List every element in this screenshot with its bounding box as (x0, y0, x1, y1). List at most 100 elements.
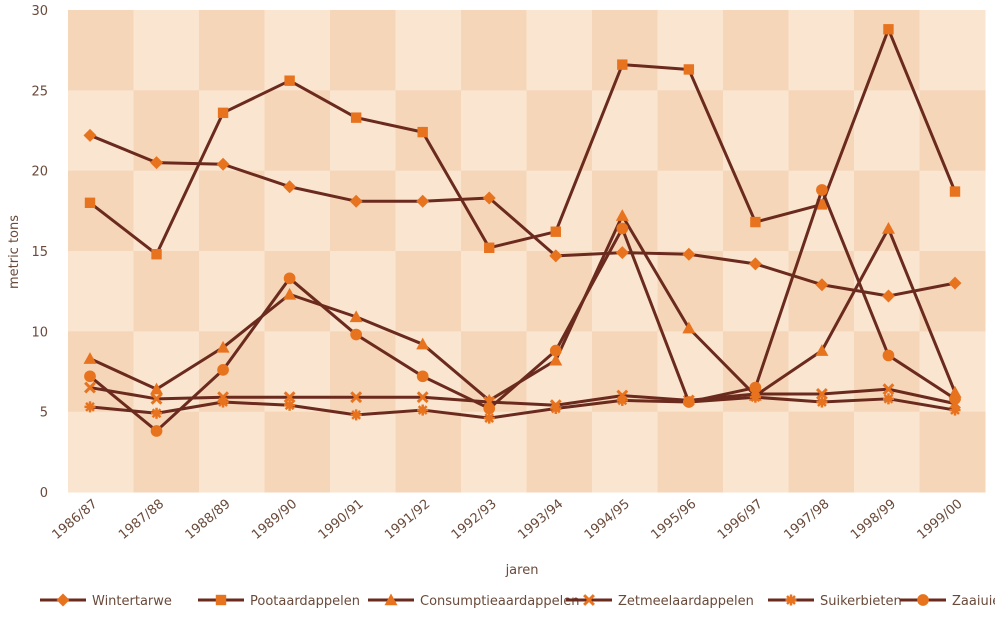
y-tick-label: 20 (31, 165, 48, 180)
background-cell (133, 90, 200, 172)
data-point-consumptieaardappelen (83, 352, 97, 364)
data-point-zaaiuien (416, 370, 429, 383)
background-cell (592, 90, 658, 172)
legend-item-consumptieaardappelen: Consumptieaardappelen (368, 593, 580, 609)
data-point-zaaiuien (949, 392, 961, 405)
background-cell (788, 411, 855, 493)
data-point-pootaardappelen (151, 249, 162, 260)
legend-label: Zaaiuien (952, 594, 995, 609)
legend-item-suikerbieten: Suikerbieten (768, 594, 902, 609)
background-cell (723, 10, 789, 91)
data-point-zaaiuien (616, 222, 629, 235)
data-point-zetmeelaardappelen (350, 391, 363, 404)
background-cell (788, 10, 855, 91)
legend-label: Wintertarwe (92, 594, 172, 609)
background-cell (68, 251, 134, 332)
x-tick-label: 1998/99 (848, 497, 899, 543)
x-tick-label: 1987/88 (116, 497, 167, 543)
background-cell (199, 331, 265, 413)
legend-item-zetmeelaardappelen: Zetmeelaardappelen (566, 594, 754, 609)
background-cell (461, 170, 527, 252)
background-cell (330, 331, 396, 413)
x-tick-label: 1991/92 (382, 497, 433, 543)
data-point-wintertarwe (815, 278, 829, 292)
background-cell (199, 90, 265, 172)
data-point-zetmeelaardappelen (283, 391, 296, 404)
background-cell (264, 90, 331, 172)
data-point-pootaardappelen (417, 126, 428, 138)
background-cell (68, 90, 134, 172)
data-point-wintertarwe (482, 191, 496, 205)
background-cell (133, 10, 200, 91)
x-tick-label: 1990/91 (316, 497, 367, 543)
data-point-suikerbieten (417, 404, 429, 416)
data-point-pootaardappelen (750, 216, 761, 228)
data-point-suikerbieten (949, 404, 961, 416)
data-point-suikerbieten (816, 396, 828, 408)
data-point-consumptieaardappelen (349, 310, 363, 323)
legend-marker-consumptieaardappelen (384, 593, 398, 606)
background-cell (592, 10, 658, 91)
background-cell (330, 90, 396, 172)
data-point-zaaiuien (483, 402, 496, 415)
background-cell (264, 331, 331, 413)
data-point-suikerbieten (284, 399, 296, 411)
data-point-pootaardappelen (683, 64, 695, 75)
legend-label: Suikerbieten (820, 594, 902, 609)
y-tick-label: 10 (31, 325, 48, 340)
background-cell (133, 251, 200, 332)
background-cell (723, 411, 789, 493)
data-point-consumptieaardappelen (682, 321, 696, 334)
series-line-wintertarwe (89, 133, 956, 298)
background-cell (657, 170, 724, 252)
x-tick-label: 1993/94 (515, 497, 566, 543)
y-axis-ticks: 0 5 10 15 20 25 30 (31, 4, 48, 501)
data-point-suikerbieten (483, 412, 495, 424)
data-point-suikerbieten (749, 391, 761, 403)
data-point-consumptieaardappelen (283, 287, 297, 300)
data-point-zaaiuien (84, 370, 96, 383)
data-point-zaaiuien (283, 272, 296, 285)
background-cell (395, 10, 462, 91)
background-cell (526, 411, 593, 493)
background-cell (68, 10, 134, 91)
background-cell (919, 251, 986, 332)
series-line-suikerbieten (89, 395, 956, 420)
data-point-pootaardappelen (217, 107, 229, 119)
background-cell (264, 251, 331, 332)
legend-item-wintertarwe: Wintertarwe (40, 593, 172, 609)
y-tick-label: 25 (31, 84, 48, 99)
y-tick-label: 15 (31, 245, 48, 260)
background-cell (461, 10, 527, 91)
data-point-pootaardappelen (883, 24, 894, 35)
background-cell (395, 170, 462, 252)
background-cell (592, 411, 658, 493)
x-tick-label: 1989/90 (249, 497, 300, 543)
data-point-consumptieaardappelen (615, 209, 629, 221)
y-axis-label: metric tons (7, 215, 22, 289)
data-point-wintertarwe (948, 276, 962, 290)
series-pootaardappelen (84, 24, 961, 260)
background-cell (395, 90, 462, 172)
data-point-pootaardappelen (816, 199, 828, 210)
series-wintertarwe (83, 128, 962, 303)
y-tick-label: 0 (40, 486, 48, 501)
background-cell (723, 90, 789, 172)
legend-item-zaaiuien: Zaaiuien (900, 594, 995, 609)
x-tick-label: 1994/95 (582, 497, 633, 543)
data-point-consumptieaardappelen (416, 337, 430, 350)
background-cell (526, 10, 593, 91)
data-point-wintertarwe (216, 157, 230, 171)
background-cell (788, 251, 855, 332)
background-cell (330, 170, 396, 252)
data-point-suikerbieten (151, 407, 163, 419)
series-zaaiuien (84, 184, 961, 437)
legend-item-pootaardappelen: Pootaardappelen (198, 594, 360, 609)
data-point-zaaiuien (217, 364, 229, 376)
background-cell (461, 90, 527, 172)
series-line-pootaardappelen (89, 27, 957, 256)
series-line-zaaiuien (89, 188, 956, 433)
background-cell (133, 411, 200, 493)
series-line-zetmeelaardappelen (89, 386, 956, 407)
